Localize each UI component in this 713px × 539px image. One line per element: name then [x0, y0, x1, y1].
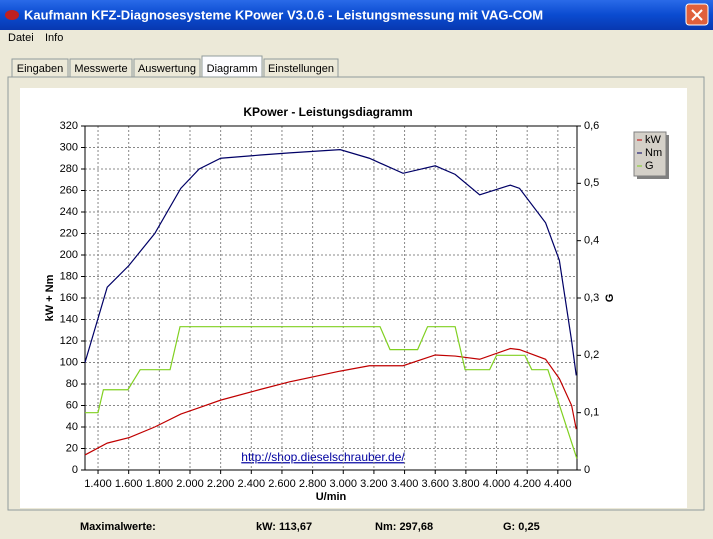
title-bar — [0, 0, 713, 30]
close-button[interactable] — [685, 3, 709, 26]
x-tick-label: 2.600 — [268, 478, 296, 490]
menu-item[interactable]: Info — [45, 32, 63, 44]
footer-label: Maximalwerte: — [80, 521, 156, 533]
y2-tick-label: 0,3 — [584, 292, 599, 304]
x-tick-label: 3.400 — [391, 478, 419, 490]
y-tick-label: 120 — [60, 335, 78, 347]
y2-tick-label: 0,5 — [584, 177, 599, 189]
footer-kw: kW: 113,67 — [256, 521, 312, 533]
y-tick-label: 0 — [72, 464, 78, 476]
link[interactable]: http://shop.dieselschrauber.de/ — [241, 450, 405, 464]
series-line — [84, 149, 577, 376]
tab[interactable] — [69, 58, 133, 78]
tab-label[interactable]: Eingaben — [17, 63, 64, 75]
y2-axis-label: G — [604, 294, 616, 303]
y2-tick-label: 0,4 — [584, 235, 599, 247]
chart-title: KPower - Leistungsdiagramm — [243, 105, 412, 119]
y-tick-label: 40 — [66, 421, 78, 433]
x-tick-label: 2.000 — [176, 478, 204, 490]
app-icon — [5, 10, 19, 20]
legend-label: Nm — [645, 147, 662, 159]
y2-tick-label: 0,1 — [584, 407, 599, 419]
y-tick-label: 20 — [66, 442, 78, 454]
tab-label[interactable]: Einstellungen — [268, 63, 334, 75]
x-tick-label: 1.400 — [84, 478, 112, 490]
y2-tick-label: 0 — [584, 464, 590, 476]
menu-item[interactable]: Datei — [8, 32, 34, 44]
tab[interactable] — [201, 55, 263, 78]
x-tick-label: 3.200 — [360, 478, 388, 490]
x-tick-label: 3.800 — [452, 478, 480, 490]
legend-label: kW — [645, 134, 662, 146]
y-tick-label: 60 — [66, 399, 78, 411]
y-tick-label: 200 — [60, 249, 78, 261]
tab[interactable] — [11, 58, 69, 78]
legend-label: G — [645, 160, 654, 172]
y-tick-label: 160 — [60, 292, 78, 304]
plot-frame — [84, 125, 578, 471]
y-tick-label: 100 — [60, 356, 78, 368]
x-tick-label: 4.000 — [483, 478, 511, 490]
y-tick-label: 140 — [60, 313, 78, 325]
y2-tick-label: 0,6 — [584, 120, 599, 132]
y-tick-label: 300 — [60, 141, 78, 153]
tab[interactable] — [133, 58, 201, 78]
tab-label[interactable]: Diagramm — [207, 63, 258, 75]
window-title: Kaufmann KFZ-Diagnosesysteme KPower V3.0… — [24, 7, 543, 22]
x-tick-label: 3.600 — [421, 478, 449, 490]
x-tick-label: 1.800 — [146, 478, 174, 490]
x-tick-label: 4.200 — [513, 478, 541, 490]
tab-label[interactable]: Messwerte — [74, 63, 127, 75]
y-tick-label: 180 — [60, 270, 78, 282]
y-tick-label: 240 — [60, 206, 78, 218]
y-tick-label: 220 — [60, 227, 78, 239]
x-tick-label: 1.600 — [115, 478, 143, 490]
footer-nm: Nm: 297,68 — [375, 521, 433, 533]
x-axis-label: U/min — [316, 491, 347, 503]
tab[interactable] — [263, 58, 339, 78]
x-tick-label: 2.200 — [207, 478, 235, 490]
series-line — [85, 326, 578, 459]
y2-tick-label: 0,2 — [584, 349, 599, 361]
x-tick-label: 2.400 — [238, 478, 266, 490]
y-tick-label: 280 — [60, 163, 78, 175]
series-line — [84, 347, 577, 456]
x-tick-label: 3.000 — [329, 478, 357, 490]
legend — [633, 131, 667, 177]
y-axis-label: kW + Nm — [44, 274, 56, 321]
y-tick-label: 260 — [60, 184, 78, 196]
tab-label[interactable]: Auswertung — [138, 63, 196, 75]
footer-g: G: 0,25 — [503, 521, 540, 533]
y-tick-label: 320 — [60, 120, 78, 132]
y-tick-label: 80 — [66, 378, 78, 390]
x-tick-label: 4.400 — [544, 478, 572, 490]
x-tick-label: 2.800 — [299, 478, 327, 490]
